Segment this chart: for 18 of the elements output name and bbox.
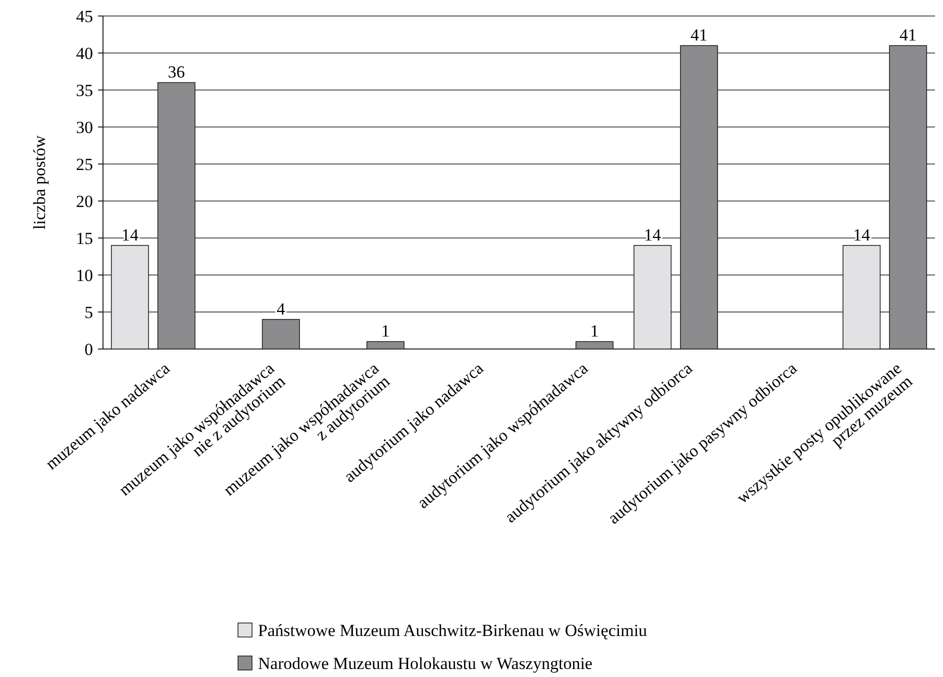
y-tick-label: 30 (76, 118, 93, 137)
data-label: 36 (168, 62, 185, 82)
data-label: 1 (381, 322, 390, 341)
y-tick-label: 35 (76, 80, 93, 100)
y-tick-label: 15 (76, 228, 93, 248)
y-tick-label: 40 (76, 44, 93, 63)
legend-label: Narodowe Muzeum Holokaustu w Waszyngtonie (258, 654, 592, 673)
data-label: 41 (900, 26, 917, 45)
y-tick-label: 25 (76, 154, 93, 174)
y-tick-label: 20 (76, 192, 93, 211)
legend-label: Państwowe Muzeum Auschwitz-Birkenau w Oświęcimiu (258, 620, 648, 640)
data-label: 41 (690, 26, 708, 45)
y-axis-title: liczba postów (30, 134, 49, 230)
y-tick-label: 5 (84, 302, 93, 322)
y-tick-label: 45 (76, 6, 93, 26)
data-label: 1 (590, 322, 599, 341)
y-tick-label: 10 (76, 266, 93, 285)
y-tick-label: 0 (84, 340, 93, 359)
